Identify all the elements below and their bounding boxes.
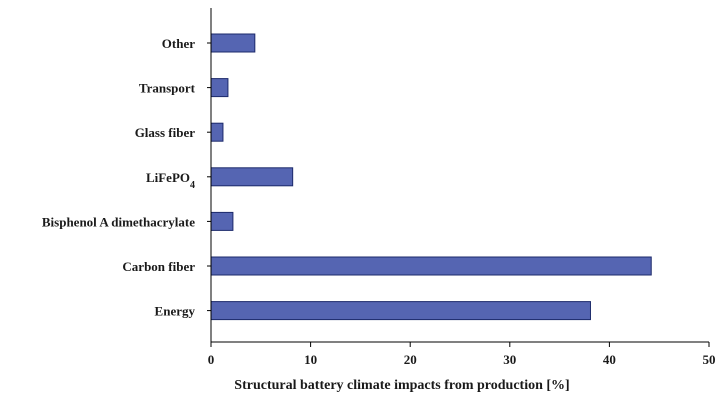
x-tick-label-50: 50 [703,352,716,367]
category-labels: Other Transport Glass fiber LiFePO4 Bispheno… [42,36,196,319]
x-tick-label-20: 20 [404,352,417,367]
category-label-other: Other [162,36,195,51]
x-tick-label-0: 0 [208,352,215,367]
category-label-glass-fiber: Glass fiber [135,125,196,140]
axes [210,8,709,343]
bar-energy [210,301,591,321]
x-tick-label-30: 30 [503,352,516,367]
category-label-bisphenol-a-dimethacrylate: Bisphenol A dimethacrylate [42,214,195,229]
x-tick-label-10: 10 [304,352,317,367]
category-label-lifepo4: LiFePO4 [146,170,195,191]
bar-carbon-fiber [210,256,652,276]
x-axis-title: Structural battery climate impacts from … [234,378,569,393]
x-tick-label-40: 40 [603,352,616,367]
bar-other [210,33,256,53]
category-label-energy: Energy [155,304,196,319]
bar-transport [210,78,229,98]
bar-bisphenol-a-dimethacrylate [210,211,234,231]
x-ticks: 0 10 20 30 40 50 [208,342,716,367]
bar-glass-fiber [210,122,224,142]
bar-lifepo4 [210,167,294,187]
category-label-carbon-fiber: Carbon fiber [122,259,195,274]
bars-group [207,33,652,321]
category-label-transport: Transport [139,81,196,96]
